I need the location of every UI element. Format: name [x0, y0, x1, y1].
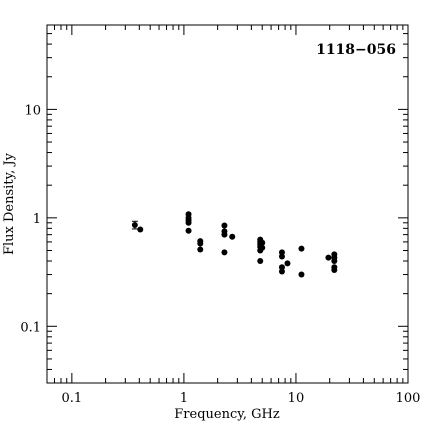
- data-point: [221, 222, 228, 229]
- data-point: [298, 245, 305, 252]
- data-point: [185, 227, 192, 234]
- y-tick-label: 10: [24, 103, 41, 118]
- data-point: [257, 257, 264, 264]
- data-point: [278, 268, 285, 275]
- data-point: [197, 240, 204, 247]
- data-point: [229, 233, 236, 240]
- data-point: [221, 231, 228, 238]
- axis-ticks: [46, 24, 409, 384]
- x-tick-label: 1: [180, 391, 188, 406]
- x-tick-label: 0.1: [62, 391, 83, 406]
- data-point: [278, 253, 285, 260]
- data-point: [137, 226, 144, 233]
- data-point: [259, 244, 266, 251]
- axis-tick-labels: 0.1 1 10 100 0.1 1 10: [20, 103, 420, 406]
- y-tick-label: 1: [33, 212, 41, 227]
- data-point: [325, 254, 332, 261]
- x-tick-label: 10: [288, 391, 305, 406]
- data-point: [278, 249, 285, 256]
- data-point: [259, 239, 266, 246]
- x-tick-label: 100: [396, 391, 421, 406]
- source-label: 1118−056: [316, 42, 396, 58]
- data-point: [278, 264, 285, 271]
- data-point: [197, 246, 204, 253]
- data-point: [131, 221, 138, 228]
- data-point: [298, 271, 305, 278]
- data-points: [131, 211, 338, 278]
- data-point: [331, 257, 338, 264]
- data-point: [221, 249, 228, 256]
- x-axis-title: Frequency, GHz: [174, 407, 280, 422]
- y-axis-title: Flux Density, Jy: [2, 152, 17, 255]
- data-point: [284, 260, 291, 267]
- y-tick-label: 0.1: [20, 320, 41, 335]
- data-point: [331, 267, 338, 274]
- plot-frame: [46, 24, 409, 384]
- data-point: [185, 219, 192, 226]
